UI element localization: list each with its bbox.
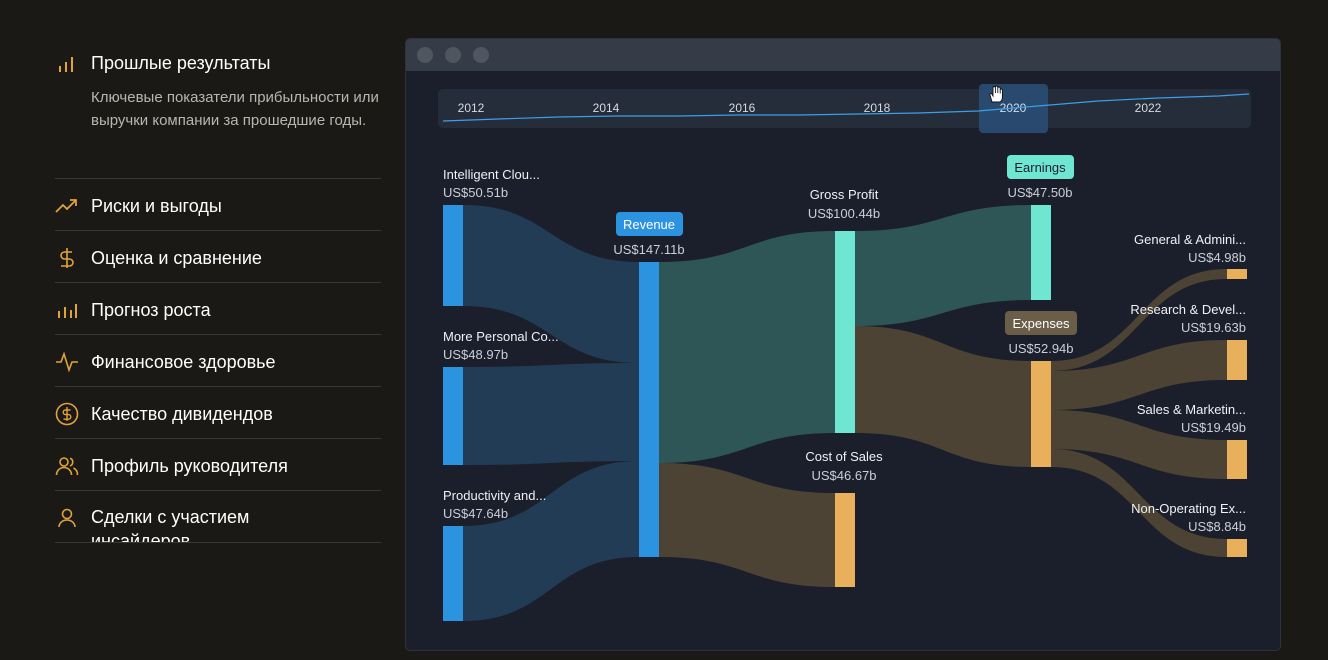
divider — [55, 542, 381, 543]
timeline-sparkline — [442, 93, 1250, 122]
timeline-slider[interactable]: 2012 2014 2016 2018 2020 2022 — [438, 84, 1251, 133]
menu-item-label: Прошлые результаты — [91, 53, 271, 73]
sankey-diagram: Intelligent Clou... US$50.51b More Perso… — [443, 155, 1247, 621]
sankey-flow — [855, 326, 1031, 467]
menu-item-label: Оценка и сравнение — [91, 248, 262, 268]
gross-profit-value: US$100.44b — [808, 206, 880, 221]
segment-label: More Personal Co... — [443, 329, 559, 344]
expenses-badge — [1005, 311, 1077, 335]
expense-item-value: US$19.63b — [1181, 320, 1246, 335]
sankey-flow — [1051, 340, 1227, 410]
hand-cursor-icon — [989, 85, 1003, 103]
sankey-node-expense-item[interactable] — [1227, 340, 1247, 380]
window-minimize-button[interactable] — [445, 47, 461, 63]
segment-label: Intelligent Clou... — [443, 167, 540, 182]
sankey-flow — [1051, 269, 1227, 371]
expenses-value: US$52.94b — [1008, 341, 1073, 356]
expenses-label: Expenses — [1012, 316, 1070, 331]
expense-item-label: Non-Operating Ex... — [1131, 501, 1246, 516]
expense-item-value: US$4.98b — [1188, 250, 1246, 265]
segment-value: US$50.51b — [443, 185, 508, 200]
menu-item-financial-health[interactable]: Финансовое здоровье — [55, 334, 381, 386]
expense-item-value: US$19.49b — [1181, 420, 1246, 435]
menu-item-growth-forecast[interactable]: Прогноз роста — [55, 282, 381, 334]
people-icon — [55, 457, 79, 476]
gross-profit-label: Gross Profit — [810, 187, 879, 202]
sankey-flow — [463, 461, 639, 621]
menu-item-management[interactable]: Профиль руководителя — [55, 438, 381, 490]
person-icon — [58, 508, 76, 528]
sankey-flow — [659, 231, 835, 463]
revenue-badge — [616, 212, 683, 236]
timeline-year-label: 2014 — [592, 101, 620, 115]
sankey-node-expense-item[interactable] — [1227, 269, 1247, 279]
menu-item-valuation[interactable]: Оценка и сравнение — [55, 230, 381, 282]
trend-up-icon — [55, 199, 77, 213]
menu-item-past-performance[interactable]: Прошлые результаты Ключевые показатели п… — [55, 40, 381, 178]
app-window: 2012 2014 2016 2018 2020 2022 — [405, 38, 1281, 651]
growth-bars-icon — [58, 304, 77, 318]
window-maximize-button[interactable] — [473, 47, 489, 63]
cost-of-sales-label: Cost of Sales — [805, 449, 883, 464]
sankey-node-cost-of-sales[interactable] — [835, 493, 855, 587]
menu-item-label: Прогноз роста — [91, 300, 211, 320]
revenue-value: US$147.11b — [613, 242, 684, 257]
cost-of-sales-value: US$46.67b — [811, 468, 876, 483]
dollar-icon — [60, 248, 74, 268]
sankey-node-expense-item[interactable] — [1227, 440, 1247, 479]
menu-item-dividends[interactable]: Качество дивидендов — [55, 386, 381, 438]
bar-chart-icon — [59, 57, 73, 72]
sankey-node-earnings[interactable] — [1031, 205, 1051, 300]
menu-item-label: Риски и выгоды — [91, 196, 222, 216]
revenue-label: Revenue — [623, 217, 675, 232]
menu-item-risks-rewards[interactable]: Риски и выгоды — [55, 178, 381, 230]
sankey-flow — [1051, 410, 1227, 479]
expense-item-label: Sales & Marketin... — [1137, 402, 1246, 417]
menu-item-label: Профиль руководителя — [91, 456, 288, 476]
menu-item-label: Сделки с участием инсайдеров — [91, 507, 250, 543]
sankey-flow — [659, 463, 835, 587]
timeline-year-label: 2016 — [728, 101, 756, 115]
menu-item-label: Финансовое здоровье — [91, 352, 276, 372]
sankey-node-revenue[interactable] — [639, 262, 659, 557]
sankey-flow — [855, 205, 1031, 326]
segment-label: Productivity and... — [443, 488, 546, 503]
sankey-node-expenses[interactable] — [1031, 361, 1051, 467]
timeline-year-label: 2012 — [457, 101, 485, 115]
expense-item-label: General & Admini... — [1134, 232, 1246, 247]
dollar-circle-icon — [55, 402, 79, 426]
sankey-node-segment[interactable] — [443, 205, 463, 306]
expense-item-value: US$8.84b — [1188, 519, 1246, 534]
timeline-year-label: 2022 — [1134, 101, 1162, 115]
segment-value: US$47.64b — [443, 506, 508, 521]
sankey-flow — [463, 205, 639, 363]
sankey-node-expense-item[interactable] — [1227, 539, 1247, 557]
menu-item-description: Ключевые показатели прибыльности или выр… — [91, 89, 379, 129]
sankey-node-segment[interactable] — [443, 367, 463, 465]
earnings-label: Earnings — [1014, 160, 1066, 175]
earnings-badge — [1007, 155, 1074, 179]
menu-item-insider-trading[interactable]: Сделки с участием инсайдеров — [55, 490, 381, 543]
expense-item-label: Research & Devel... — [1130, 302, 1246, 317]
section-menu: Прошлые результаты Ключевые показатели п… — [55, 40, 381, 543]
sankey-flow — [463, 363, 639, 465]
sankey-node-gross-profit[interactable] — [835, 231, 855, 433]
pulse-icon — [56, 351, 78, 373]
segment-value: US$48.97b — [443, 347, 508, 362]
earnings-value: US$47.50b — [1007, 185, 1072, 200]
sankey-flow — [1051, 449, 1227, 557]
timeline-year-label: 2018 — [863, 101, 891, 115]
title-bar — [406, 39, 1280, 71]
sankey-node-segment[interactable] — [443, 526, 463, 621]
menu-item-label: Качество дивидендов — [91, 404, 273, 424]
window-close-button[interactable] — [417, 47, 433, 63]
